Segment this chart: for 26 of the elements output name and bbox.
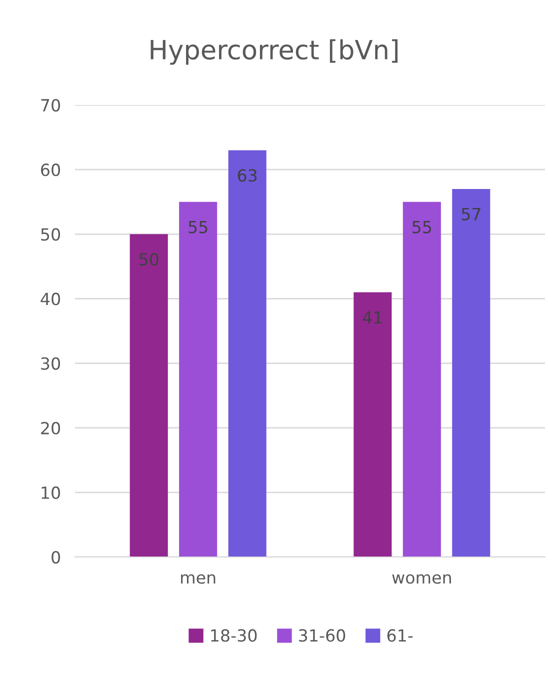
bar	[402, 202, 441, 557]
y-tick-label: 70	[41, 98, 60, 112]
y-tick-label: 0	[52, 550, 60, 564]
bar	[228, 150, 266, 557]
legend-label: 31-60	[299, 629, 346, 642]
data-label: 55	[412, 220, 432, 234]
y-tick-label: 10	[42, 486, 60, 499]
y-tick-label: 50	[41, 228, 60, 241]
y-tick-label: 20	[41, 422, 60, 434]
chart-title: Hypercorrect [bVn]	[150, 39, 398, 65]
bar	[354, 292, 392, 557]
bar	[452, 188, 490, 557]
legend-label: 61-	[387, 629, 413, 642]
bar	[179, 202, 218, 557]
data-label: 50	[140, 253, 158, 266]
x-tick-label: men	[181, 574, 216, 584]
data-label: 63	[238, 169, 257, 182]
legend-label: 18-30	[211, 629, 257, 642]
data-label: 55	[188, 220, 208, 234]
data-label: 57	[462, 208, 480, 220]
x-tick-label: women	[392, 574, 451, 584]
y-tick-label: 40	[40, 292, 60, 306]
data-label: 41	[362, 311, 382, 324]
y-tick-label: 60	[41, 164, 60, 176]
bar	[130, 234, 168, 557]
y-tick-label: 30	[41, 357, 60, 370]
